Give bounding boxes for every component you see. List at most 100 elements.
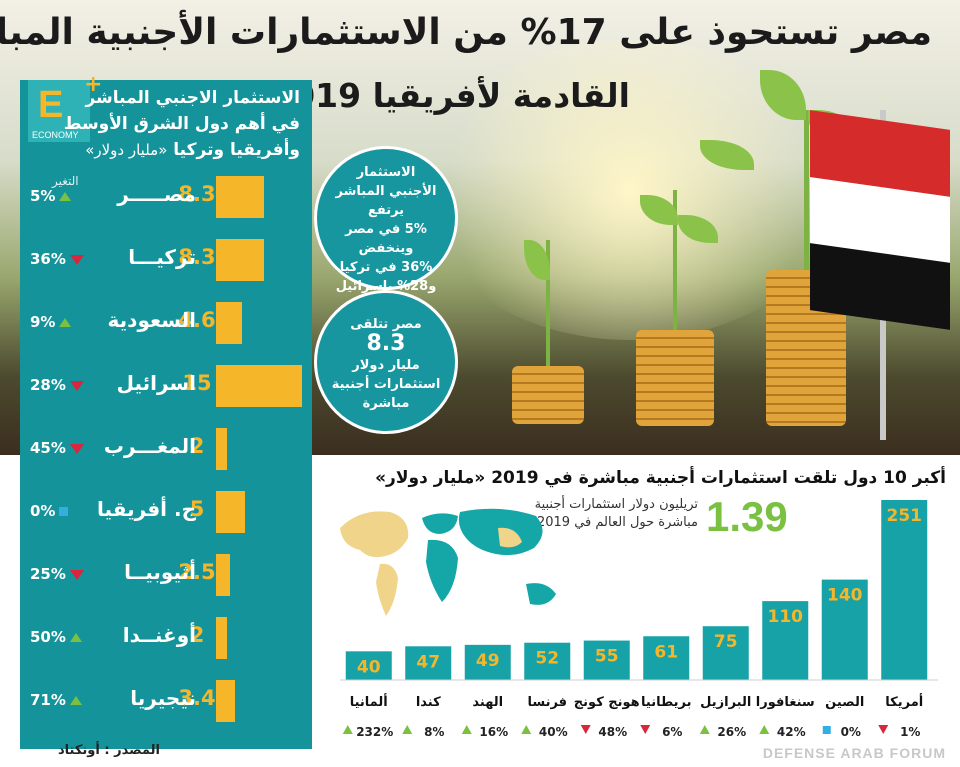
panel-heading-1: الاستثمار الاجنبي المباشر — [85, 88, 300, 108]
panel-country: نيجيريا — [130, 686, 196, 710]
panel-change-value: 45% — [30, 439, 66, 457]
world-map-icon — [340, 508, 556, 616]
panel-change-value: 5% — [30, 187, 56, 205]
panel-change: 5% — [30, 187, 72, 205]
bar-group: 110 سنغافورا 42% — [756, 601, 815, 739]
circle1-line: الأجنبي المباشر يرتفع — [335, 184, 437, 218]
regional-fdi-panel: E ECONOMY + الاستثمار الاجنبي المباشر في… — [20, 72, 312, 749]
chart-bar — [345, 651, 392, 680]
panel-row: 2 أوغنــدا 50% — [20, 617, 312, 667]
panel-bar — [216, 554, 231, 596]
bar-value-label: 47 — [416, 652, 440, 672]
panel-bar — [216, 176, 264, 218]
bar-value-label: 49 — [476, 651, 500, 671]
bar-change-label: 0% — [841, 725, 861, 739]
up-arrow-icon — [59, 192, 72, 201]
up-arrow-icon — [59, 318, 72, 327]
economy-logo: E ECONOMY + — [28, 72, 102, 142]
info-circle-1: الاستثمار الأجنبي المباشر يرتفع 5% في مصر … — [314, 146, 458, 294]
down-arrow-icon — [69, 254, 84, 265]
down-arrow-icon — [69, 443, 84, 454]
panel-row: 2 المغـــرب 45% — [20, 428, 312, 478]
chart-bar — [762, 601, 809, 680]
panel-country: أثيوبيــا — [124, 560, 196, 584]
info-circle-2: مصر تتلقى 8.3 مليار دولار استثمارات أجنب… — [314, 290, 458, 434]
bar-group: 55 هونج كونج 48% — [574, 640, 640, 739]
up-arrow-icon — [759, 725, 770, 734]
panel-country: تركيـــا — [128, 245, 196, 269]
bar-category-label: كندا — [416, 695, 441, 710]
top10-bar-chart: 251 أمريكا 1% 140 الصين 0% 110 سنغافورا 42% 75 الب… — [340, 500, 938, 739]
bar-change-label: 6% — [662, 725, 682, 739]
down-arrow-icon — [878, 725, 889, 734]
panel-country: المغـــرب — [103, 434, 196, 458]
watermark-text: DEFENSE ARAB FORUM — [762, 745, 946, 761]
bar-group: 49 الهند 16% — [461, 644, 511, 739]
page-title: مصر تستحوذ على 17% من الاستثمارات الأجنب… — [0, 12, 932, 53]
flat-square-icon — [59, 507, 69, 516]
panel-change: 9% — [30, 313, 72, 331]
change-header: التغير — [52, 174, 79, 188]
panel-bar — [216, 617, 228, 659]
circle2-line3: استثمارات أجنبية — [331, 377, 441, 392]
bar-group: 52 فرنسا 40% — [521, 642, 571, 739]
circle1-line: 36% في تركيا — [339, 260, 433, 275]
bar-value-label: 75 — [714, 632, 738, 652]
panel-country: ج. أفريقيا — [97, 497, 196, 521]
chart-bar — [464, 644, 511, 680]
egypt-flag-icon — [810, 110, 950, 330]
bar-group: 40 ألمانيا 232% — [342, 651, 393, 739]
up-arrow-icon — [69, 696, 82, 705]
bar-value-label: 251 — [887, 506, 923, 526]
panel-value: 5 — [189, 497, 205, 521]
world-fdi-description: تريليون دولار استثمارات أجنبية مباشرة حو… — [534, 497, 698, 530]
panel-row: 8.3 مصـــــر 5% — [20, 176, 312, 226]
circle2-line4: مباشرة — [362, 396, 410, 411]
circle1-line: 5% في مصر وينخفض — [345, 222, 427, 256]
bar-change-label: 26% — [717, 725, 746, 739]
panel-heading-3: وأفريقيا وتركيا — [173, 140, 300, 160]
down-arrow-icon — [69, 569, 84, 580]
panel-value: 2 — [189, 434, 205, 458]
circle2-line2: مليار دولار — [352, 358, 420, 373]
bar-change-label: 8% — [424, 725, 444, 739]
panel-change-value: 9% — [30, 313, 56, 331]
up-arrow-icon — [699, 725, 710, 734]
panel-change-value: 0% — [30, 502, 56, 520]
bar-value-label: 40 — [357, 657, 381, 677]
panel-bar — [216, 239, 264, 281]
panel-bar — [216, 491, 245, 533]
panel-change: 50% — [30, 628, 82, 646]
top10-title: أكبر 10 دول تلقت استثمارات أجنبية مباشرة… — [375, 468, 946, 488]
bar-group: 251 أمريكا 1% — [878, 500, 928, 739]
panel-row: 2.5 أثيوبيــا 25% — [20, 554, 312, 604]
panel-value: 8.3 — [178, 182, 216, 206]
panel-value: 3.4 — [178, 686, 216, 710]
flat-square-icon — [822, 726, 831, 734]
bar-group: 47 كندا 8% — [402, 646, 452, 739]
panel-value: 2 — [189, 623, 205, 647]
bar-category-label: البرازيل — [700, 695, 751, 710]
panel-value: 2.5 — [178, 560, 216, 584]
panel-country: السعودية — [107, 308, 196, 332]
up-arrow-icon — [69, 633, 82, 642]
bar-category-label: ألمانيا — [350, 693, 388, 710]
panel-change-value: 50% — [30, 628, 66, 646]
panel-row: 4.6 السعودية 9% — [20, 302, 312, 352]
bar-category-label: سنغافورا — [756, 695, 815, 710]
bar-change-label: 232% — [356, 725, 393, 739]
bar-change-label: 16% — [479, 725, 508, 739]
bar-change-label: 48% — [598, 725, 627, 739]
bar-category-label: الصين — [825, 695, 864, 710]
bar-group: 140 الصين 0% — [821, 579, 868, 739]
bar-value-label: 61 — [654, 642, 678, 662]
bar-group: 75 البرازيل 26% — [699, 626, 751, 739]
down-arrow-icon — [69, 380, 84, 391]
bar-category-label: بريطانيا — [641, 695, 691, 710]
chart-bar — [821, 579, 868, 680]
chart-bar — [524, 642, 571, 680]
bar-category-label: أمريكا — [885, 693, 923, 710]
circle2-line1: مصر تتلقى — [350, 317, 422, 332]
down-arrow-icon — [640, 725, 651, 734]
